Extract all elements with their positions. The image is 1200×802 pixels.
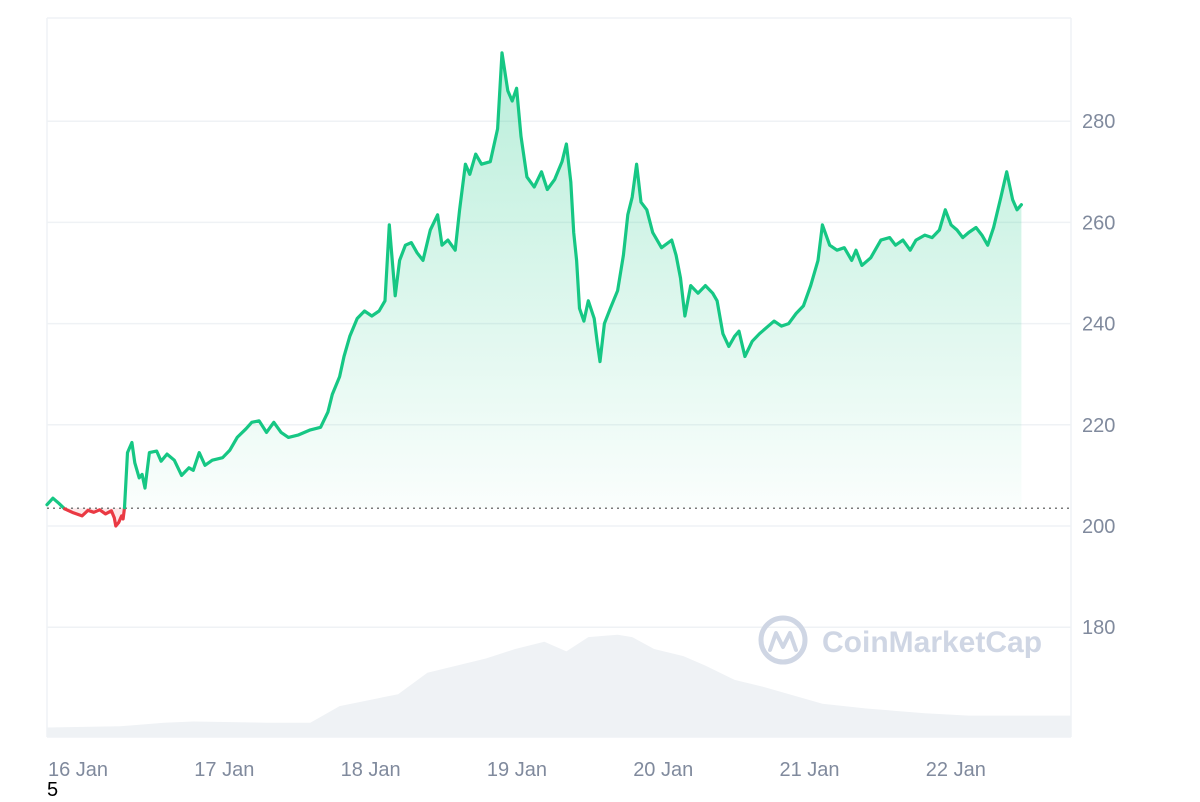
volume-area — [47, 634, 1071, 737]
volume-area-shape — [47, 634, 1071, 737]
price-line-segment-start — [45, 496, 67, 511]
x-tick-label: 17 Jan — [194, 759, 254, 781]
x-axis: 16 Jan 17 Jan 18 Jan 19 Jan 20 Jan 21 Jan 22 J… — [48, 759, 986, 781]
watermark-text: CoinMarketCap — [822, 626, 1042, 659]
x-tick-label: 19 Jan — [487, 759, 547, 781]
price-line-segment-main — [122, 51, 1023, 510]
y-tick-label: 240 — [1082, 314, 1115, 336]
x-tick-label: 20 Jan — [633, 759, 693, 781]
y-tick-label: 280 — [1082, 111, 1115, 133]
coinmarketcap-logo-icon — [758, 615, 808, 665]
x-tick-label: 22 Jan — [926, 759, 986, 781]
price-area — [47, 52, 1022, 526]
y-tick-label: 220 — [1082, 415, 1115, 437]
price-area-up — [124, 52, 1022, 509]
x-tick-label: 16 Jan — [48, 759, 108, 781]
corner-label: 5 — [47, 779, 59, 801]
price-line — [45, 51, 1023, 528]
x-tick-label: 18 Jan — [341, 759, 401, 781]
watermark: CoinMarketCap — [758, 615, 1042, 665]
y-tick-label: 260 — [1082, 212, 1115, 234]
price-line-segment-dip — [62, 506, 127, 528]
y-tick-label: 200 — [1082, 516, 1115, 538]
y-tick-label: 180 — [1082, 617, 1115, 639]
y-axis: 180 200 220 240 260 280 — [1082, 111, 1115, 639]
x-tick-label: 21 Jan — [780, 759, 840, 781]
